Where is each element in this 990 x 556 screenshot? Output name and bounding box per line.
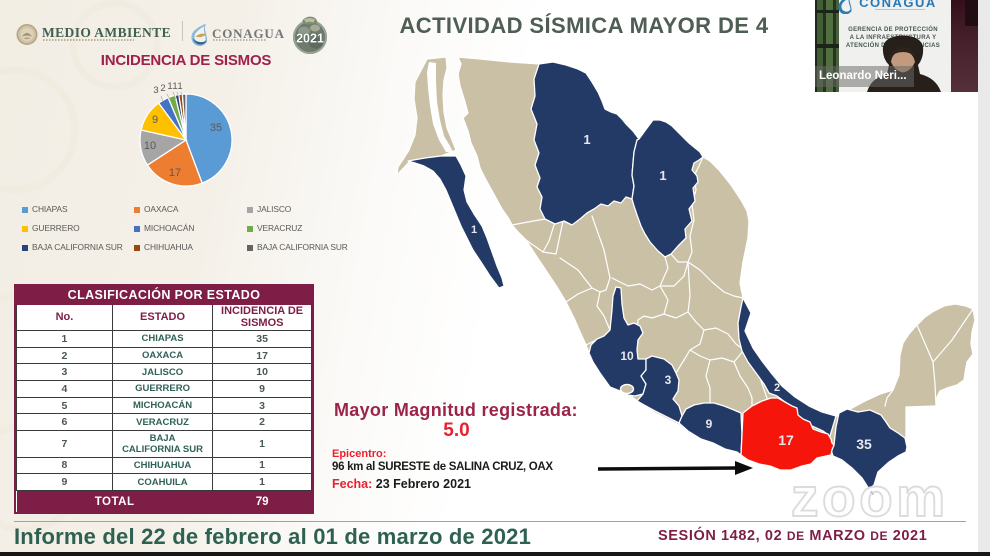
svg-text:1: 1 [167,81,172,92]
svg-text:3: 3 [153,85,158,96]
svg-text:1: 1 [471,224,477,236]
svg-text:17: 17 [169,167,181,179]
svg-text:1: 1 [583,132,590,147]
svg-text:9: 9 [706,417,713,431]
svg-text:9: 9 [152,114,158,126]
svg-text:2: 2 [774,382,780,394]
svg-text:35: 35 [210,122,222,134]
svg-text:3: 3 [665,373,672,387]
svg-text:10: 10 [144,140,156,152]
svg-text:1: 1 [177,81,182,92]
svg-text:1: 1 [172,81,177,92]
svg-text:35: 35 [856,436,872,452]
svg-text:2021: 2021 [296,32,324,46]
svg-text:1: 1 [659,168,666,183]
svg-text:2: 2 [160,83,165,94]
svg-text:10: 10 [620,349,634,363]
svg-text:17: 17 [778,432,794,448]
